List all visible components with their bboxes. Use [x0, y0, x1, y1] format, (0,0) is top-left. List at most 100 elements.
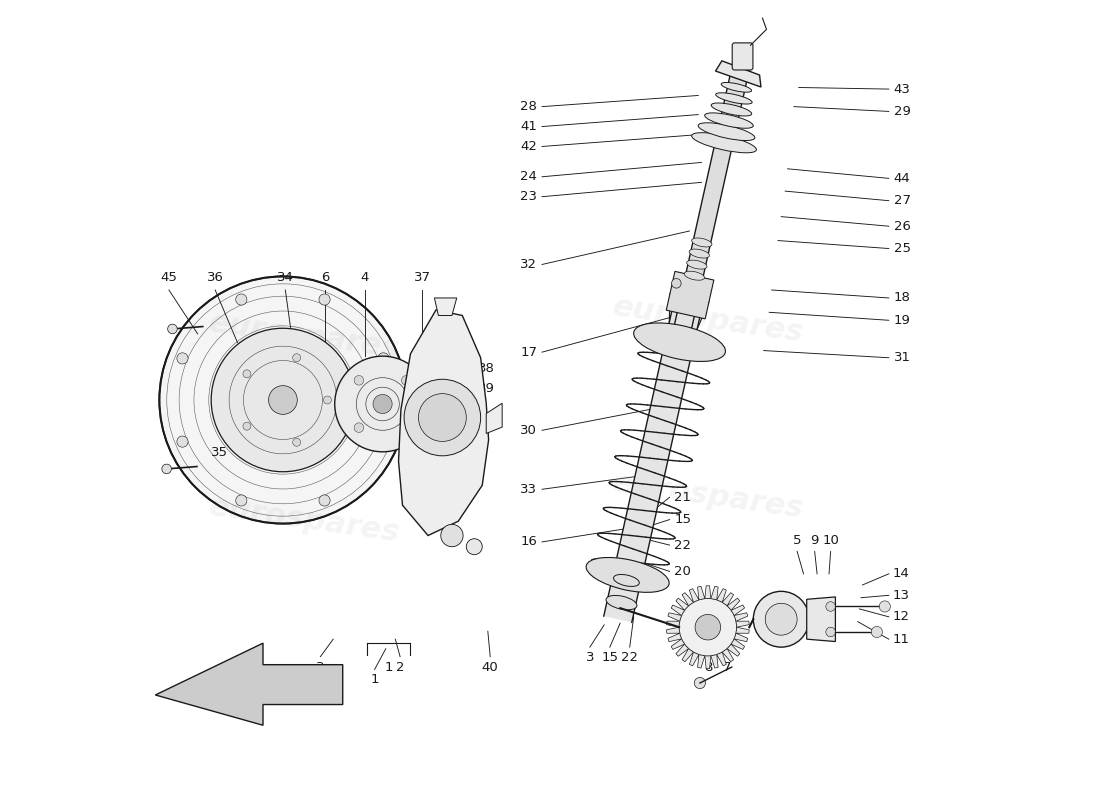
Polygon shape [715, 61, 761, 87]
Text: 32: 32 [520, 258, 537, 271]
Text: 41: 41 [520, 120, 537, 133]
Text: 39: 39 [478, 382, 495, 394]
Ellipse shape [692, 238, 712, 247]
Circle shape [402, 375, 411, 385]
Circle shape [323, 396, 331, 404]
Polygon shape [806, 597, 835, 642]
Circle shape [766, 603, 797, 635]
Text: 26: 26 [893, 220, 911, 233]
Text: 10: 10 [822, 534, 839, 546]
Text: 19: 19 [893, 314, 911, 326]
Circle shape [162, 464, 172, 474]
Polygon shape [667, 586, 749, 669]
Text: 14: 14 [893, 567, 910, 580]
Circle shape [418, 394, 466, 442]
Ellipse shape [698, 122, 755, 141]
Circle shape [879, 601, 890, 612]
Circle shape [177, 353, 188, 364]
Text: 11: 11 [893, 633, 910, 646]
Text: 29: 29 [893, 105, 911, 118]
Circle shape [243, 370, 251, 378]
Text: 23: 23 [520, 190, 537, 203]
Text: 3: 3 [585, 651, 594, 664]
Circle shape [826, 602, 835, 611]
Ellipse shape [722, 82, 751, 92]
Circle shape [354, 423, 364, 433]
Polygon shape [398, 310, 488, 535]
Circle shape [402, 423, 411, 433]
Text: 8: 8 [704, 661, 712, 674]
Text: eurospares: eurospares [610, 468, 805, 523]
Text: eurospares: eurospares [207, 492, 402, 547]
Circle shape [235, 495, 246, 506]
Circle shape [754, 591, 810, 647]
Circle shape [441, 524, 463, 546]
Circle shape [373, 394, 393, 414]
Text: 15: 15 [602, 651, 618, 664]
Circle shape [826, 627, 835, 637]
Circle shape [319, 294, 330, 305]
Text: 17: 17 [520, 346, 537, 358]
Polygon shape [434, 298, 456, 315]
Text: 24: 24 [520, 170, 537, 183]
Text: 45: 45 [161, 270, 177, 284]
Circle shape [354, 375, 364, 385]
Circle shape [243, 422, 251, 430]
Text: 27: 27 [893, 194, 911, 207]
Text: 13: 13 [893, 589, 910, 602]
Ellipse shape [692, 133, 757, 153]
Ellipse shape [634, 323, 725, 362]
Circle shape [293, 354, 300, 362]
Circle shape [334, 356, 430, 452]
Circle shape [871, 626, 882, 638]
Polygon shape [667, 271, 714, 319]
Text: 20: 20 [674, 565, 691, 578]
Text: 31: 31 [893, 351, 911, 364]
Text: 38: 38 [478, 362, 495, 374]
FancyBboxPatch shape [409, 378, 455, 430]
Text: eurospares: eurospares [207, 309, 402, 364]
Ellipse shape [586, 558, 669, 592]
Text: 18: 18 [893, 291, 911, 305]
Ellipse shape [716, 93, 752, 104]
Text: 37: 37 [414, 270, 431, 284]
Circle shape [377, 353, 389, 364]
Circle shape [672, 278, 681, 288]
Polygon shape [486, 403, 503, 434]
Text: 34: 34 [277, 270, 294, 284]
Text: 25: 25 [893, 242, 911, 255]
Text: 1: 1 [384, 661, 393, 674]
Polygon shape [604, 311, 700, 622]
Ellipse shape [705, 113, 754, 128]
Text: 35: 35 [211, 446, 228, 459]
Text: 4: 4 [361, 270, 370, 284]
Ellipse shape [712, 103, 751, 116]
Circle shape [319, 495, 330, 506]
Polygon shape [673, 63, 750, 333]
Ellipse shape [690, 249, 710, 258]
Circle shape [211, 328, 354, 472]
Text: 33: 33 [520, 482, 537, 496]
Ellipse shape [684, 271, 704, 280]
Text: 40: 40 [482, 661, 498, 674]
Text: 7: 7 [723, 661, 732, 674]
Text: eurospares: eurospares [610, 293, 805, 348]
Circle shape [404, 379, 481, 456]
Circle shape [695, 614, 721, 640]
Text: 1: 1 [371, 674, 378, 686]
Text: 42: 42 [520, 140, 537, 153]
Text: 3: 3 [316, 661, 324, 674]
Text: 9: 9 [811, 534, 818, 546]
FancyBboxPatch shape [733, 43, 752, 70]
Text: 5: 5 [793, 534, 802, 546]
Ellipse shape [686, 260, 707, 269]
Polygon shape [155, 643, 343, 726]
Circle shape [268, 386, 297, 414]
Text: 44: 44 [893, 172, 911, 185]
Text: 12: 12 [893, 610, 910, 623]
Text: 22: 22 [621, 651, 638, 664]
Ellipse shape [606, 595, 637, 610]
Text: 15: 15 [674, 513, 692, 526]
Text: 2: 2 [396, 661, 405, 674]
Circle shape [293, 438, 300, 446]
